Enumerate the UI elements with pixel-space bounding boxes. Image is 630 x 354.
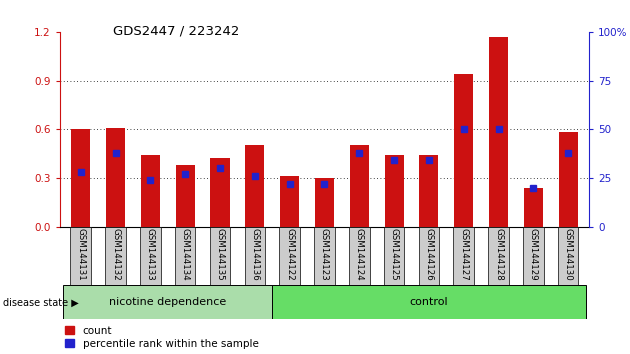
Bar (210, 227, 231, 285)
Bar (524, 188, 543, 227)
Bar (106, 127, 125, 227)
Text: GSM144122: GSM144122 (285, 228, 294, 281)
Text: GSM144136: GSM144136 (250, 228, 260, 281)
Text: GSM144132: GSM144132 (111, 228, 120, 281)
Bar (489, 37, 508, 227)
Legend: count, percentile rank within the sample: count, percentile rank within the sample (65, 326, 259, 349)
Bar (559, 132, 578, 227)
Bar (384, 227, 404, 285)
Bar (420, 155, 438, 227)
Text: GSM144130: GSM144130 (564, 228, 573, 281)
Text: nicotine dependence: nicotine dependence (109, 297, 226, 307)
Bar (523, 227, 544, 285)
Text: GSM144125: GSM144125 (389, 228, 399, 281)
Bar (140, 227, 161, 285)
Bar (279, 227, 300, 285)
Text: disease state ▶: disease state ▶ (3, 298, 78, 308)
Bar (350, 145, 369, 227)
Text: GSM144129: GSM144129 (529, 228, 538, 281)
Bar (418, 227, 439, 285)
Bar (71, 227, 91, 285)
Bar (105, 227, 126, 285)
Bar (245, 145, 265, 227)
Text: GSM144131: GSM144131 (76, 228, 85, 281)
Bar (280, 176, 299, 227)
Bar (244, 227, 265, 285)
Text: control: control (410, 297, 448, 307)
Bar (488, 227, 509, 285)
Bar (140, 155, 160, 227)
Bar (71, 129, 90, 227)
Text: GSM144135: GSM144135 (215, 228, 224, 281)
Text: GSM144123: GSM144123 (320, 228, 329, 281)
Text: GSM144134: GSM144134 (181, 228, 190, 281)
Bar (558, 227, 578, 285)
Bar (349, 227, 370, 285)
Bar (64, 285, 272, 319)
Text: GSM144133: GSM144133 (146, 228, 155, 281)
Bar (454, 74, 473, 227)
Bar (272, 285, 585, 319)
Bar (210, 159, 229, 227)
Bar (315, 178, 334, 227)
Text: GSM144127: GSM144127 (459, 228, 468, 281)
Text: GDS2447 / 223242: GDS2447 / 223242 (113, 25, 240, 38)
Text: GSM144128: GSM144128 (494, 228, 503, 281)
Bar (454, 227, 474, 285)
Bar (176, 165, 195, 227)
Text: GSM144124: GSM144124 (355, 228, 364, 281)
Bar (175, 227, 195, 285)
Bar (384, 155, 404, 227)
Text: GSM144126: GSM144126 (425, 228, 433, 281)
Bar (314, 227, 335, 285)
